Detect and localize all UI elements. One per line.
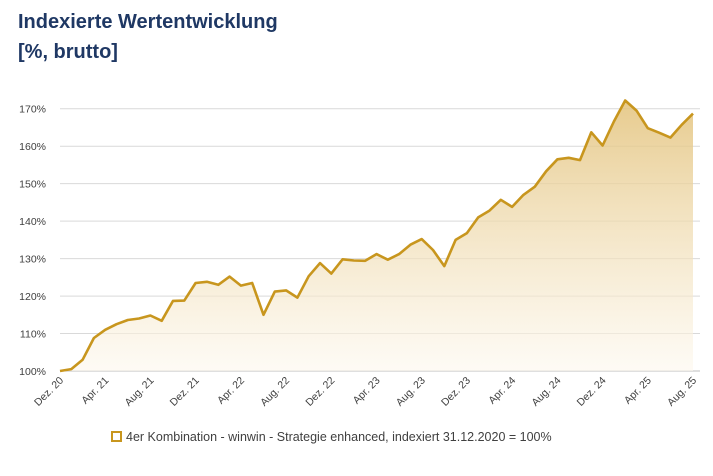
x-tick-label: Apr. 23 <box>351 375 383 407</box>
x-tick-label: Dez. 22 <box>303 375 337 409</box>
chart-title: Indexierte Wertentwicklung <box>18 11 278 33</box>
y-tick-label: 150% <box>19 179 46 191</box>
chart-subtitle: [%, brutto] <box>18 41 118 63</box>
x-tick-label: Aug. 21 <box>122 375 156 409</box>
x-tick-label: Aug. 23 <box>394 375 428 409</box>
area-fill <box>60 100 693 371</box>
y-tick-label: 110% <box>20 329 46 341</box>
y-tick-label: 130% <box>19 254 46 266</box>
x-tick-label: Apr. 22 <box>215 375 247 407</box>
x-tick-label: Aug. 22 <box>258 375 292 409</box>
y-tick-label: 160% <box>19 141 46 153</box>
x-tick-label: Apr. 25 <box>622 375 654 407</box>
series-line <box>59 99 694 373</box>
y-tick-label: 140% <box>19 216 46 228</box>
y-tick-label: 170% <box>19 104 46 116</box>
legend-swatch <box>111 431 122 442</box>
y-tick-label: 100% <box>19 366 46 378</box>
y-tick-label: 120% <box>19 291 46 303</box>
x-tick-label: Dez. 23 <box>439 375 473 409</box>
x-tick-label: Dez. 24 <box>575 375 609 409</box>
x-tick-label: Aug. 25 <box>665 375 699 409</box>
legend-label: 4er Kombination - winwin - Strategie enh… <box>126 430 552 444</box>
x-tick-label: Dez. 21 <box>168 375 202 409</box>
x-tick-label: Dez. 20 <box>32 375 66 409</box>
x-tick-label: Apr. 24 <box>486 375 518 407</box>
x-tick-label: Apr. 21 <box>79 375 111 407</box>
x-tick-label: Aug. 24 <box>529 375 563 409</box>
